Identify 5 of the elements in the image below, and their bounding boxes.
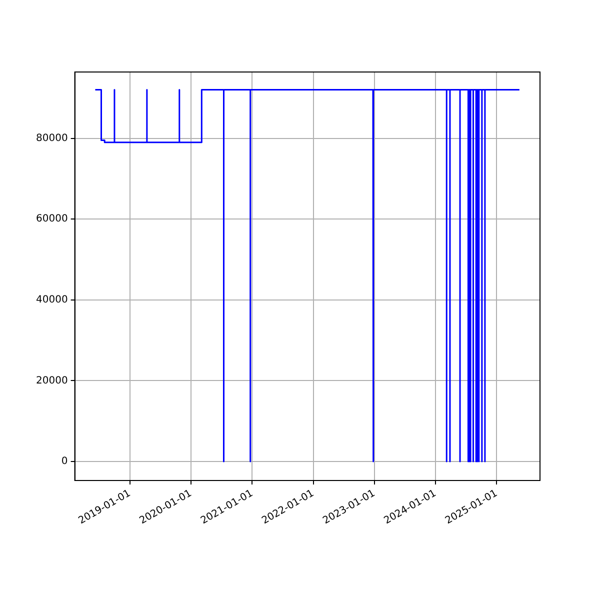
- y-tick-label: 60000: [36, 214, 68, 225]
- y-tick-label: 40000: [36, 294, 68, 306]
- y-tick-label: 20000: [36, 375, 68, 386]
- y-tick-label: 80000: [36, 132, 68, 144]
- y-tick-label: 0: [61, 456, 68, 468]
